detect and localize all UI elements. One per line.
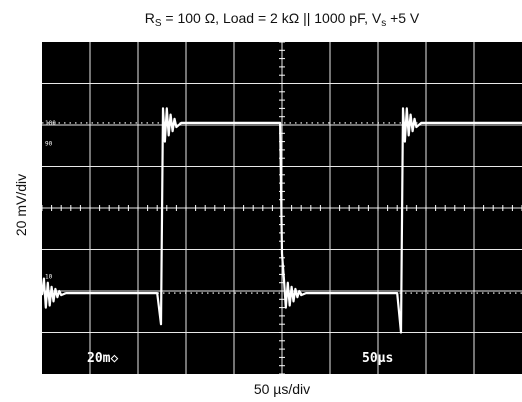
scope-readout-text: 20m◇ <box>87 351 118 366</box>
chart-title: RS = 100 Ω, Load = 2 kΩ || 1000 pF, Vs +… <box>144 10 420 29</box>
y-axis-label: 20 mV/div <box>13 173 29 237</box>
series-line <box>40 107 522 334</box>
scope-readouts: 20m◇ 50µs <box>87 351 393 366</box>
reference-marker-label: 90 <box>45 141 53 148</box>
scope-readout-text: 50µs <box>362 351 393 366</box>
reference-marker-label: 100 <box>45 120 56 127</box>
reference-marker-label: 10 <box>45 273 53 280</box>
scope-trace <box>40 107 522 334</box>
x-axis-label: 50 µs/div <box>253 381 311 397</box>
